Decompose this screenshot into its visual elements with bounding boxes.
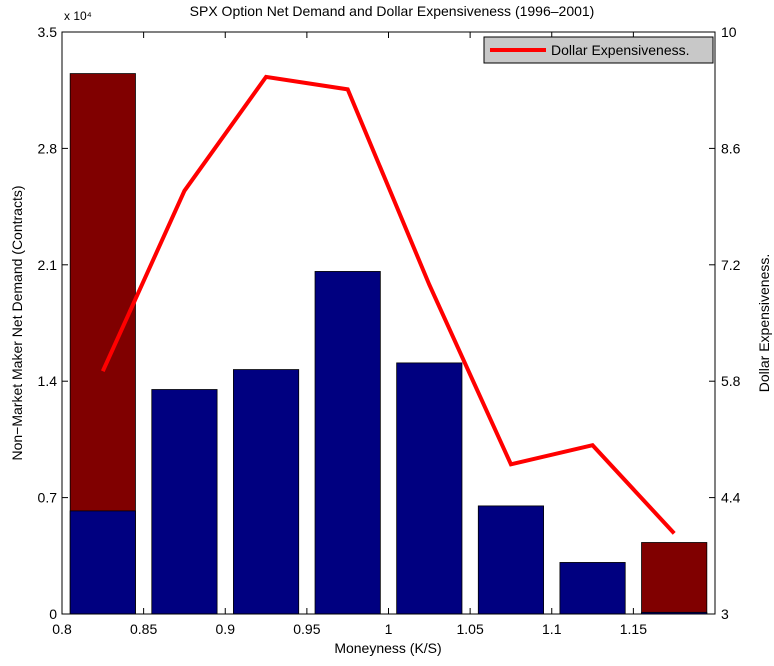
bar — [69, 510, 136, 615]
x-tick-label: 1.05 — [457, 621, 484, 637]
y-tick-label: 3.5 — [38, 24, 58, 40]
y2-tick-label: 10 — [721, 24, 737, 40]
y2-tick-label: 7.2 — [721, 257, 741, 273]
bar — [233, 369, 300, 615]
x-axis-label: Moneyness (K/S) — [334, 640, 441, 656]
x-tick-label: 1.1 — [542, 621, 562, 637]
y2-tick-label: 4.4 — [721, 490, 741, 506]
bar — [314, 271, 381, 615]
bar — [559, 562, 626, 615]
line — [100, 74, 676, 535]
bar — [477, 505, 544, 615]
y-tick-label: 0 — [49, 606, 57, 622]
y-tick-label: 1.4 — [38, 373, 58, 389]
y-tick-label: 0.7 — [38, 490, 58, 506]
x-tick-label: 1 — [385, 621, 393, 637]
y-multiplier: x 10⁴ — [64, 9, 92, 23]
x-tick-label: 0.95 — [293, 621, 320, 637]
y2-axis-label: Dollar Expensiveness. — [756, 254, 772, 393]
x-tick-label: 1.15 — [620, 621, 647, 637]
y2-tick-label: 8.6 — [721, 140, 741, 156]
bar — [396, 362, 463, 615]
x-tick-label: 0.9 — [216, 621, 236, 637]
y2-tick-label: 3 — [721, 606, 729, 622]
x-tick-label: 0.85 — [130, 621, 157, 637]
bar — [641, 542, 708, 615]
y-axis-label: Non−Market Maker Net Demand (Contracts) — [9, 185, 25, 460]
y-tick-label: 2.8 — [38, 140, 58, 156]
chart-title: SPX Option Net Demand and Dollar Expensi… — [190, 3, 595, 19]
bar — [151, 389, 218, 615]
x-tick-label: 0.8 — [52, 621, 72, 637]
y2-tick-label: 5.8 — [721, 373, 741, 389]
legend-label: Dollar Expensiveness. — [551, 42, 690, 58]
y-tick-label: 2.1 — [38, 257, 58, 273]
